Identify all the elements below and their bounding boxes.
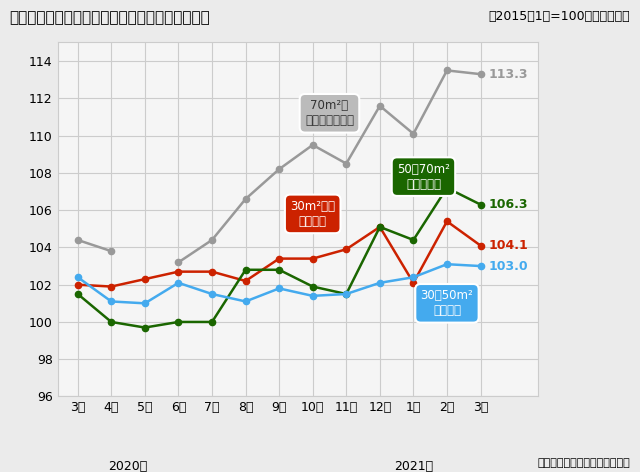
Text: 30～50m²
カップル: 30～50m² カップル — [420, 289, 474, 317]
Text: 2020年: 2020年 — [108, 460, 148, 472]
Text: 106.3: 106.3 — [489, 198, 529, 211]
Text: 図５：【千葉県】マンション平均家賃指数の推移: 図５：【千葉県】マンション平均家賃指数の推移 — [10, 10, 211, 25]
Text: 113.3: 113.3 — [489, 67, 529, 81]
Text: （2015年1月=100としたもの）: （2015年1月=100としたもの） — [489, 10, 630, 24]
Text: 103.0: 103.0 — [489, 260, 529, 272]
Text: 104.1: 104.1 — [489, 239, 529, 252]
Text: 50～70m²
ファミリー: 50～70m² ファミリー — [397, 163, 450, 191]
Text: 70m²超
大型ファミリー: 70m²超 大型ファミリー — [305, 99, 354, 127]
Text: 2021年: 2021年 — [394, 460, 433, 472]
Text: 30m²以下
シングル: 30m²以下 シングル — [290, 200, 335, 228]
Text: 出典：（株）アットホーム調べ: 出典：（株）アットホーム調べ — [538, 458, 630, 468]
